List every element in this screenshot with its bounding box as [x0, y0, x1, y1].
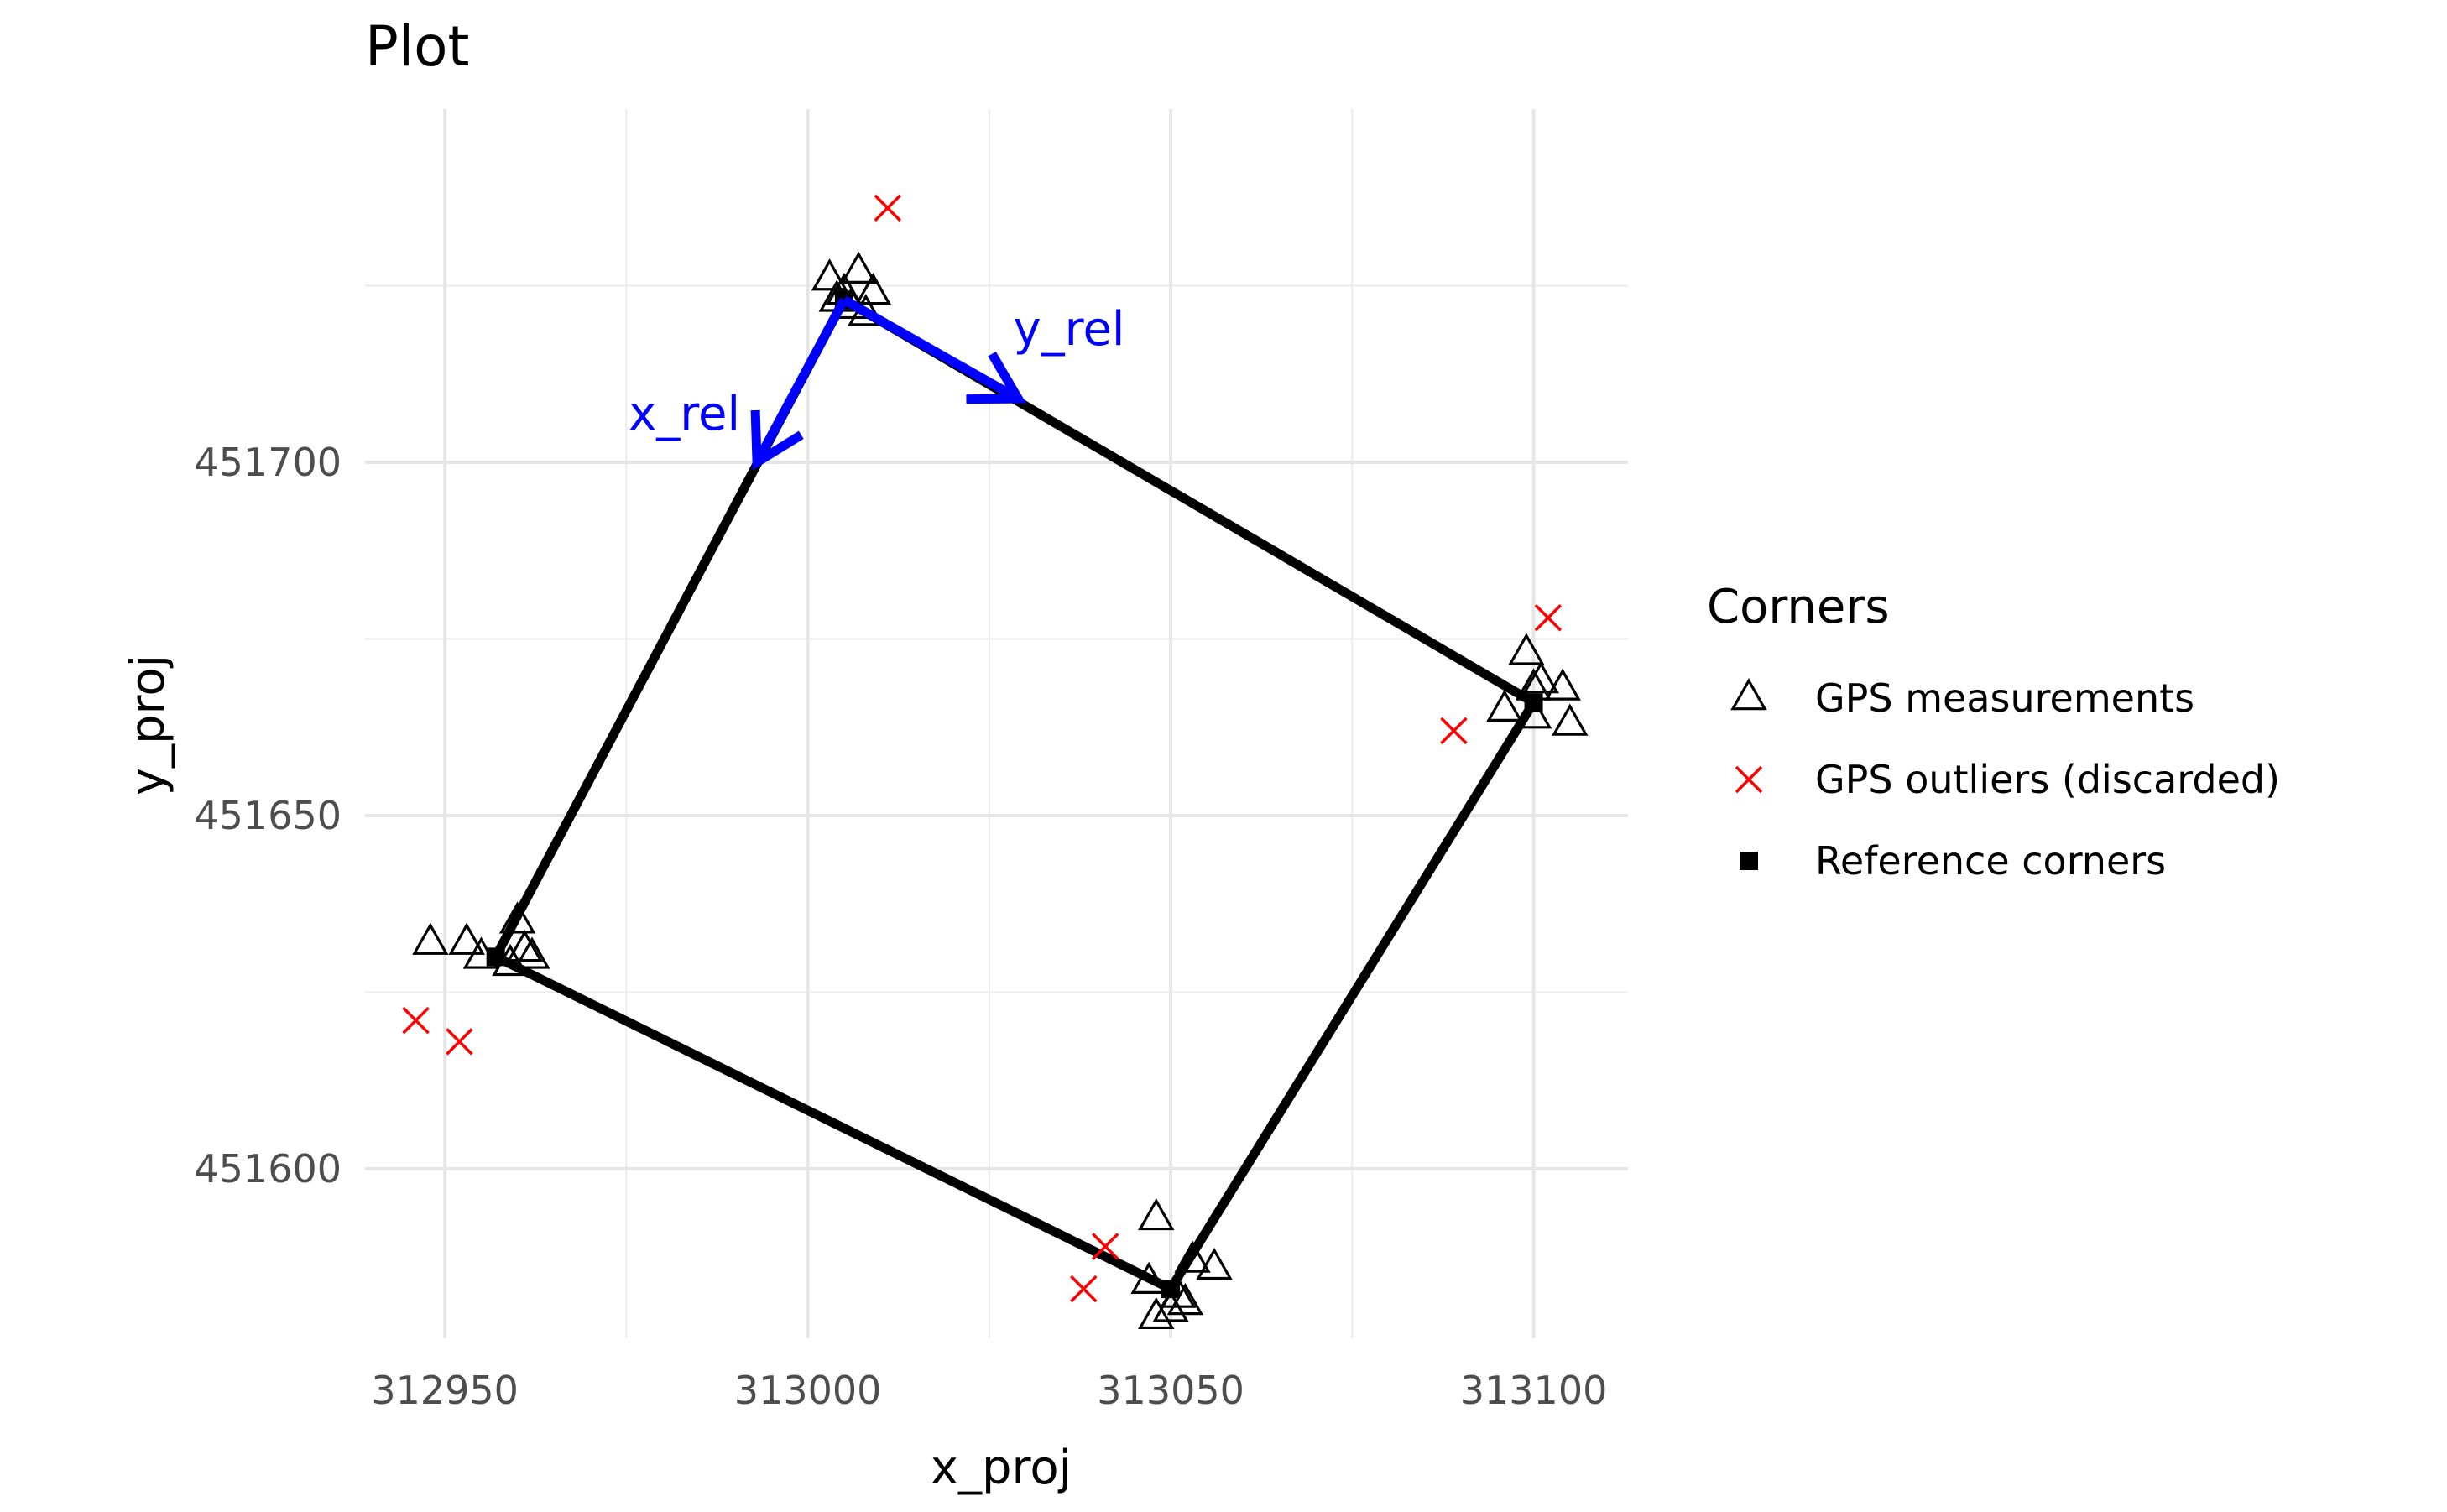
gps-measurement-point [1486, 689, 1523, 722]
gps-measurement-point [506, 929, 544, 962]
gps-measurement-point [1196, 1247, 1233, 1280]
tick-labels: 312950 313000 313050 313100 451600 451650 4517… [194, 440, 1607, 1413]
plot-outline-polygon [491, 295, 1539, 1294]
gps-measurement-point [1174, 1240, 1211, 1273]
legend-entry-label: GPS measurements [1815, 675, 2194, 721]
gps-measurement-point [1138, 1197, 1175, 1231]
gps-measurement-point [1130, 1261, 1167, 1294]
gps-measurement-point [1138, 1296, 1175, 1330]
x-tick-label: 312950 [371, 1368, 519, 1413]
gps-measurement-point [811, 258, 848, 291]
series-reference-corners [486, 290, 1543, 1299]
gps-measurement-point [840, 251, 877, 284]
legend-key-cross [1735, 765, 1763, 794]
legend-title: Corners [1707, 580, 1890, 634]
gps-measurement-point [498, 901, 536, 934]
axis-arrows: x_rel y_rel [629, 295, 1125, 471]
legend-entry: GPS outliers (discarded) [1735, 757, 2280, 802]
gps-outlier-point [1092, 1233, 1119, 1260]
legend-key-square [1740, 852, 1758, 870]
grid-lines [365, 109, 1628, 1338]
data-points [402, 194, 1589, 1330]
x-rel-label: x_rel [629, 387, 740, 441]
gps-measurement-point [1522, 661, 1559, 694]
gps-measurement-point [1166, 1282, 1204, 1316]
legend-entry-label: Reference corners [1815, 838, 2166, 884]
arrow-head [966, 351, 1027, 404]
gps-measurement-point [1515, 696, 1552, 729]
gps-measurement-point [1508, 633, 1545, 665]
gps-outlier-point [874, 194, 901, 222]
legend-entry-label: GPS outliers (discarded) [1815, 757, 2280, 802]
y-tick-label: 451700 [194, 440, 342, 485]
plot-outline [491, 295, 1539, 1294]
chart-title: Plot [365, 14, 469, 79]
gps-measurement-point [514, 936, 550, 969]
legend-entry: GPS measurements [1730, 675, 2194, 721]
y-axis-title: y_proj [121, 654, 175, 795]
gps-outlier-point [1070, 1275, 1098, 1303]
gps-outlier-point [1534, 603, 1563, 632]
gps-measurement-point [412, 922, 449, 955]
series-gps-outliers-discarded [402, 194, 1563, 1303]
gps-measurement-point [1544, 668, 1581, 701]
legend-key-triangle [1730, 678, 1767, 711]
y-tick-label: 451650 [194, 793, 342, 838]
gps-outlier-point [402, 1006, 430, 1035]
x-tick-label: 313050 [1097, 1368, 1244, 1413]
arrow-shaft [842, 295, 1021, 403]
gps-outlier-point [1440, 717, 1468, 745]
arrow-shaft [753, 297, 848, 465]
x-axis-title: x_proj [931, 1441, 1072, 1495]
gps-measurement-point [448, 922, 485, 955]
legend-entry: Reference corners [1740, 838, 2166, 884]
x-tick-label: 313000 [734, 1368, 882, 1413]
gps-measurement-point [854, 272, 892, 305]
reference-corner-point [1161, 1280, 1181, 1299]
series-gps-measurements [412, 251, 1589, 1330]
x-tick-label: 313100 [1460, 1368, 1608, 1413]
gps-measurement-point [1552, 703, 1589, 736]
legend: Corners GPS measurements GPS outliers (di… [1707, 580, 2280, 884]
y-rel-arrow: y_rel [842, 295, 1125, 404]
x-rel-arrow: x_rel [629, 297, 848, 471]
y-rel-label: y_rel [1014, 302, 1125, 357]
reference-corner-point [1524, 693, 1543, 712]
gps-outlier-point [446, 1028, 473, 1056]
reference-corner-point [486, 947, 505, 967]
arrow-head [750, 409, 804, 471]
y-tick-label: 451600 [194, 1146, 342, 1191]
